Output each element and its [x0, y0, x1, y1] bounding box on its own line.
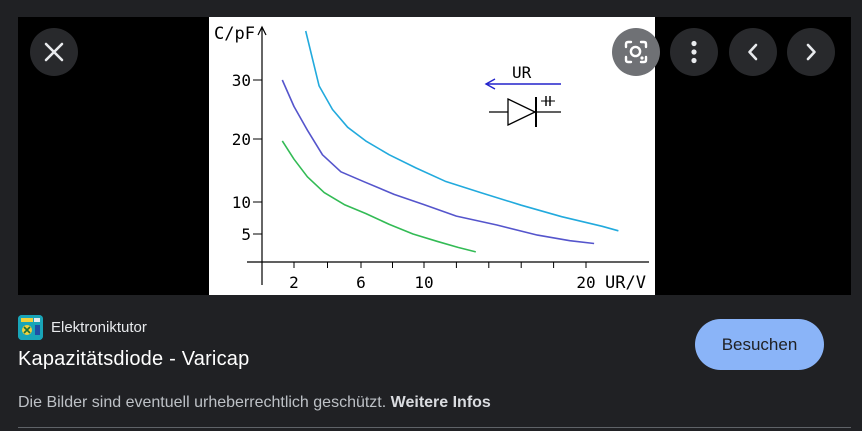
source-link[interactable]: Elektroniktutor [18, 314, 147, 340]
copyright-notice: Die Bilder sind eventuell urheberrechtli… [18, 394, 491, 412]
more-vert-icon [691, 40, 697, 64]
close-icon [44, 42, 64, 62]
source-name[interactable]: Elektroniktutor [51, 318, 147, 336]
divider [18, 427, 851, 428]
y-tick-label: 30 [232, 71, 251, 90]
y-tick-label: 5 [241, 225, 251, 244]
next-button[interactable] [787, 28, 835, 76]
ur-arrow-head [484, 78, 496, 90]
y-tick-label: 10 [232, 193, 251, 212]
capacitance-chart: C/pF UR/V 30 20 10 5 2 6 10 20 UR [214, 24, 649, 293]
copyright-text: Die Bilder sind eventuell urheberrechtli… [18, 394, 387, 411]
lens-icon [624, 40, 648, 64]
close-button[interactable] [30, 28, 78, 76]
chevron-left-icon [748, 43, 758, 61]
more-info-link[interactable]: Weitere Infos [390, 394, 491, 411]
lens-button[interactable] [612, 28, 660, 76]
series-line-3 [281, 140, 476, 253]
result-image[interactable]: C/pF UR/V 30 20 10 5 2 6 10 20 UR [209, 17, 655, 295]
series-line-1 [304, 30, 619, 232]
x-tick-label: 10 [414, 273, 433, 292]
y-axis-label: C/pF [214, 24, 255, 44]
y-axis-arrow [257, 25, 267, 36]
previous-button[interactable] [729, 28, 777, 76]
image-title[interactable]: Kapazitätsdiode - Varicap [18, 348, 250, 370]
x-tick-label: 20 [576, 273, 595, 292]
more-options-button[interactable] [670, 28, 718, 76]
y-tick-label: 20 [232, 130, 251, 149]
x-axis-label: UR/V [605, 273, 646, 293]
x-tick-label: 6 [356, 273, 366, 292]
chevron-right-icon [806, 43, 816, 61]
visit-button[interactable]: Besuchen [695, 319, 824, 370]
diode-capacitor-icon [489, 96, 561, 127]
series-line-2 [281, 79, 595, 245]
ur-arrow-label: UR [512, 63, 532, 82]
x-tick-label: 2 [289, 273, 299, 292]
image-preview: C/pF UR/V 30 20 10 5 2 6 10 20 UR [18, 17, 851, 295]
elektroniktutor-favicon-icon [18, 314, 43, 340]
